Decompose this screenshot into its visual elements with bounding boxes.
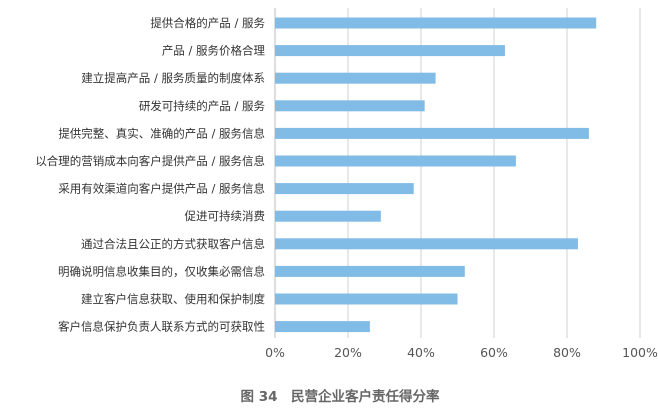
bar [275,293,458,305]
x-tick-label: 60% [480,345,508,360]
category-label: 提供合格的产品 / 服务 [150,16,265,30]
category-label: 通过合法且公正的方式获取客户信息 [81,237,265,251]
bar [275,72,436,84]
category-label: 明确说明信息收集目的，仅收集必需信息 [58,264,265,278]
x-tick-label: 20% [334,345,362,360]
x-axis-ticks: 0% 20% 40% 60% 80% 100% [265,345,658,360]
bars [275,17,597,333]
category-label: 建立客户信息获取、使用和保护制度 [81,292,265,306]
gridlines [274,8,641,338]
bar [275,238,578,250]
x-tick-label: 100% [622,345,658,360]
category-label: 研发可持续的产品 / 服务 [139,99,266,113]
x-tick-label: 40% [407,345,435,360]
x-tick-label: 0% [265,345,285,360]
bar [275,100,425,112]
category-label: 产品 / 服务价格合理 [162,44,266,58]
bar [275,155,516,167]
x-tick-label: 80% [553,345,581,360]
bar [275,45,505,57]
category-label: 采用有效渠道向客户提供产品 / 服务信息 [58,182,265,196]
category-label: 以合理的营销成本向客户提供产品 / 服务信息 [35,154,265,168]
category-label: 促进可持续消费 [185,209,266,223]
category-label: 提供完整、真实、准确的产品 / 服务信息 [58,126,265,140]
chart-title: 图 34 民营企业客户责任得分率 [241,388,440,405]
bar [275,183,414,195]
bar [275,265,465,277]
bar [275,321,370,333]
category-label: 建立提高产品 / 服务质量的制度体系 [81,71,265,85]
bar [275,127,589,139]
category-label: 客户信息保护负责人联系方式的可获取性 [58,320,265,334]
bar [275,17,597,29]
bar [275,210,381,222]
